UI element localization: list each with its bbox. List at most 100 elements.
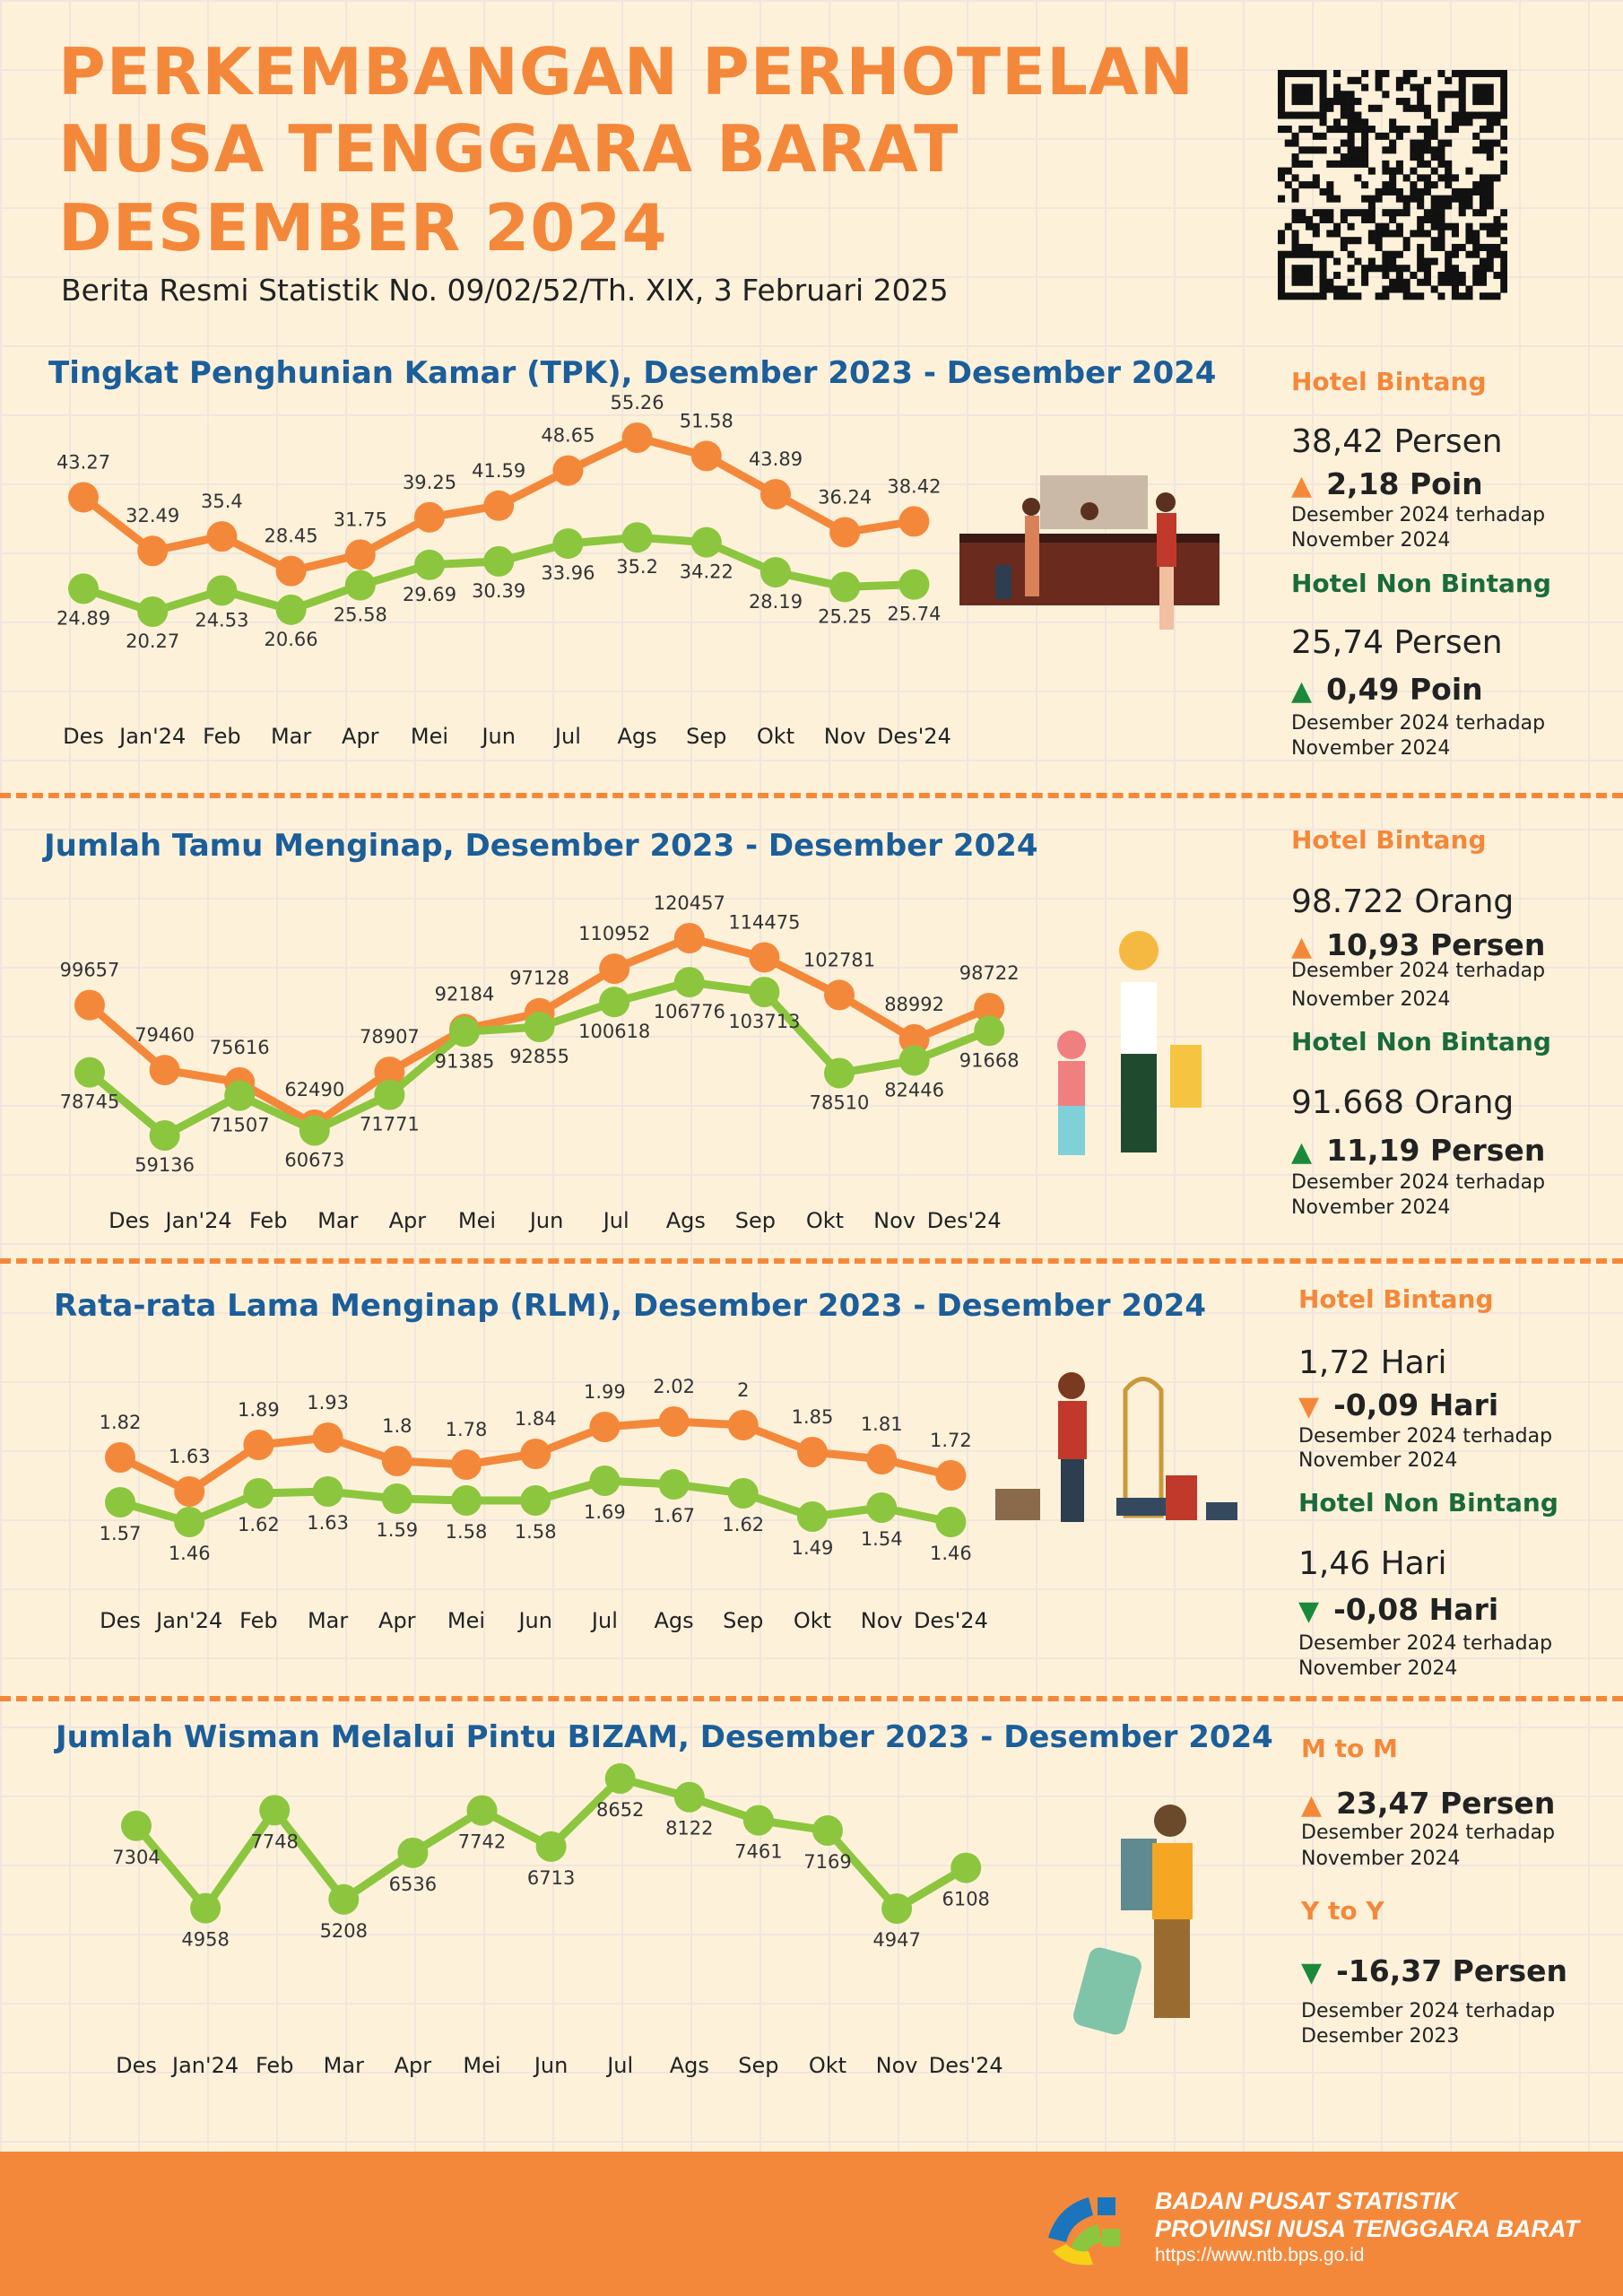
data-point — [483, 545, 515, 577]
data-point — [824, 1057, 855, 1089]
tamu-change: ▲ 11,19 Persen — [1291, 1133, 1545, 1168]
data-point — [935, 1460, 967, 1491]
data-label: 103713 — [728, 1011, 800, 1032]
tpk-b-desc1: Desember 2024 terhadap — [1291, 712, 1546, 735]
tamu-a-label: Hotel Bintang — [1291, 825, 1487, 855]
data-point — [451, 1449, 482, 1480]
data-point — [898, 1045, 930, 1076]
x-tick-label: Des — [100, 1608, 141, 1633]
data-point — [68, 482, 99, 513]
data-point — [749, 942, 780, 973]
change-value: 0,49 Poin — [1326, 672, 1483, 707]
data-label: 38.42 — [887, 475, 941, 497]
data-label: 88992 — [884, 994, 944, 1015]
data-point — [74, 1057, 105, 1088]
data-label: 41.59 — [472, 460, 525, 482]
chart-title-tpk: Tingkat Penghunian Kamar (TPK), Desember… — [48, 355, 1217, 391]
data-label: 1.99 — [584, 1381, 626, 1403]
data-point — [149, 1120, 180, 1151]
data-label: 1.58 — [515, 1521, 557, 1543]
tpk-a-label: Hotel Bintang — [1291, 367, 1487, 396]
data-point — [727, 1410, 759, 1440]
tamu-change: ▲ 10,93 Persen — [1291, 927, 1545, 962]
data-point — [690, 440, 722, 472]
data-label: 43.27 — [56, 451, 110, 473]
data-point — [520, 1439, 551, 1469]
x-tick-label: Mei — [447, 1608, 485, 1633]
rlm-b-desc1: Desember 2024 terhadap — [1298, 1632, 1553, 1655]
x-tick-label: Des'24 — [914, 1608, 988, 1633]
data-point — [312, 1476, 343, 1507]
data-label: 28.19 — [749, 591, 803, 613]
data-point — [742, 1805, 774, 1836]
data-label: 2.02 — [653, 1376, 695, 1397]
data-point — [137, 596, 169, 627]
data-label: 1.58 — [446, 1521, 488, 1543]
data-label: 79460 — [135, 1024, 195, 1046]
data-label: 24.53 — [195, 609, 248, 631]
tpk-change: ▲ 2,18 Poin — [1291, 466, 1483, 501]
data-label: 82446 — [884, 1079, 944, 1100]
qr-code-icon[interactable] — [1278, 70, 1507, 303]
change-value: 11,19 Persen — [1326, 1133, 1546, 1168]
wisman-b-label: Y to Y — [1301, 1896, 1384, 1926]
triangle-down-icon: ▼ — [1301, 1957, 1323, 1988]
data-point — [621, 522, 653, 553]
x-tick-label: Ags — [618, 724, 657, 749]
data-point — [328, 1883, 360, 1915]
data-point — [381, 1483, 412, 1514]
change-value: -0,08 Hari — [1333, 1592, 1499, 1627]
data-point — [121, 1810, 152, 1841]
data-label: 91385 — [435, 1050, 495, 1072]
data-point — [243, 1478, 274, 1509]
data-point — [749, 977, 780, 1008]
x-tick-label: Nov — [861, 1608, 903, 1633]
x-tick-label: Jun — [516, 1608, 552, 1633]
data-label: 114475 — [728, 911, 800, 933]
rlm-a-desc1: Desember 2024 terhadap — [1298, 1425, 1553, 1448]
rlm-b-desc2: November 2024 — [1298, 1657, 1458, 1680]
data-point — [552, 528, 584, 560]
data-label: 48.65 — [541, 425, 595, 447]
x-tick-label: Jul — [590, 1608, 618, 1633]
data-point — [898, 1023, 930, 1055]
data-point — [673, 1781, 705, 1813]
data-point — [658, 1406, 690, 1437]
x-tick-label: Mei — [411, 724, 448, 749]
data-point — [259, 1795, 291, 1826]
data-label: 1.72 — [930, 1430, 972, 1451]
data-label: 35.2 — [616, 556, 658, 578]
footer-org-province: PROVINSI NUSA TENGGARA BARAT — [1155, 2215, 1580, 2242]
tpk-a-value: 38,42 Persen — [1291, 423, 1503, 460]
x-tick-label: Jul — [602, 1208, 629, 1233]
tamu-a-desc1: Desember 2024 terhadap — [1291, 960, 1546, 982]
data-label: 62490 — [284, 1079, 344, 1100]
data-point — [866, 1492, 898, 1523]
main-title-line-3: DESEMBER 2024 — [58, 190, 668, 265]
data-label: 7461 — [734, 1841, 782, 1863]
data-label: 55.26 — [611, 392, 664, 413]
data-label: 71771 — [360, 1114, 420, 1135]
footer-org-name: BADAN PUSAT STATISTIK — [1155, 2187, 1458, 2214]
x-tick-label: Mar — [308, 1608, 348, 1633]
data-point — [520, 1485, 551, 1516]
data-label: 24.89 — [56, 607, 110, 629]
tpk-b-desc2: November 2024 — [1291, 737, 1451, 760]
data-label: 32.49 — [126, 505, 179, 526]
bps-logo-icon — [1048, 2197, 1120, 2266]
data-label: 78907 — [360, 1026, 420, 1048]
change-value: -16,37 Persen — [1336, 1953, 1568, 1988]
data-point — [524, 1012, 555, 1043]
x-tick-label: Des'24 — [927, 1208, 1002, 1233]
x-tick-label: Jan'24 — [154, 1608, 222, 1633]
data-point — [599, 987, 630, 1018]
data-point — [673, 923, 705, 953]
data-label: 1.57 — [100, 1523, 142, 1544]
data-point — [312, 1422, 343, 1453]
footer-url-link[interactable]: https://www.ntb.bps.go.id — [1155, 2245, 1365, 2266]
x-tick-label: Nov — [824, 724, 866, 749]
rlm-change: ▼ -0,08 Hari — [1298, 1592, 1498, 1627]
triangle-up-icon: ▲ — [1291, 931, 1313, 962]
data-point — [374, 1057, 405, 1088]
chart-title-tamu: Jumlah Tamu Menginap, Desember 2023 - De… — [44, 828, 1038, 864]
